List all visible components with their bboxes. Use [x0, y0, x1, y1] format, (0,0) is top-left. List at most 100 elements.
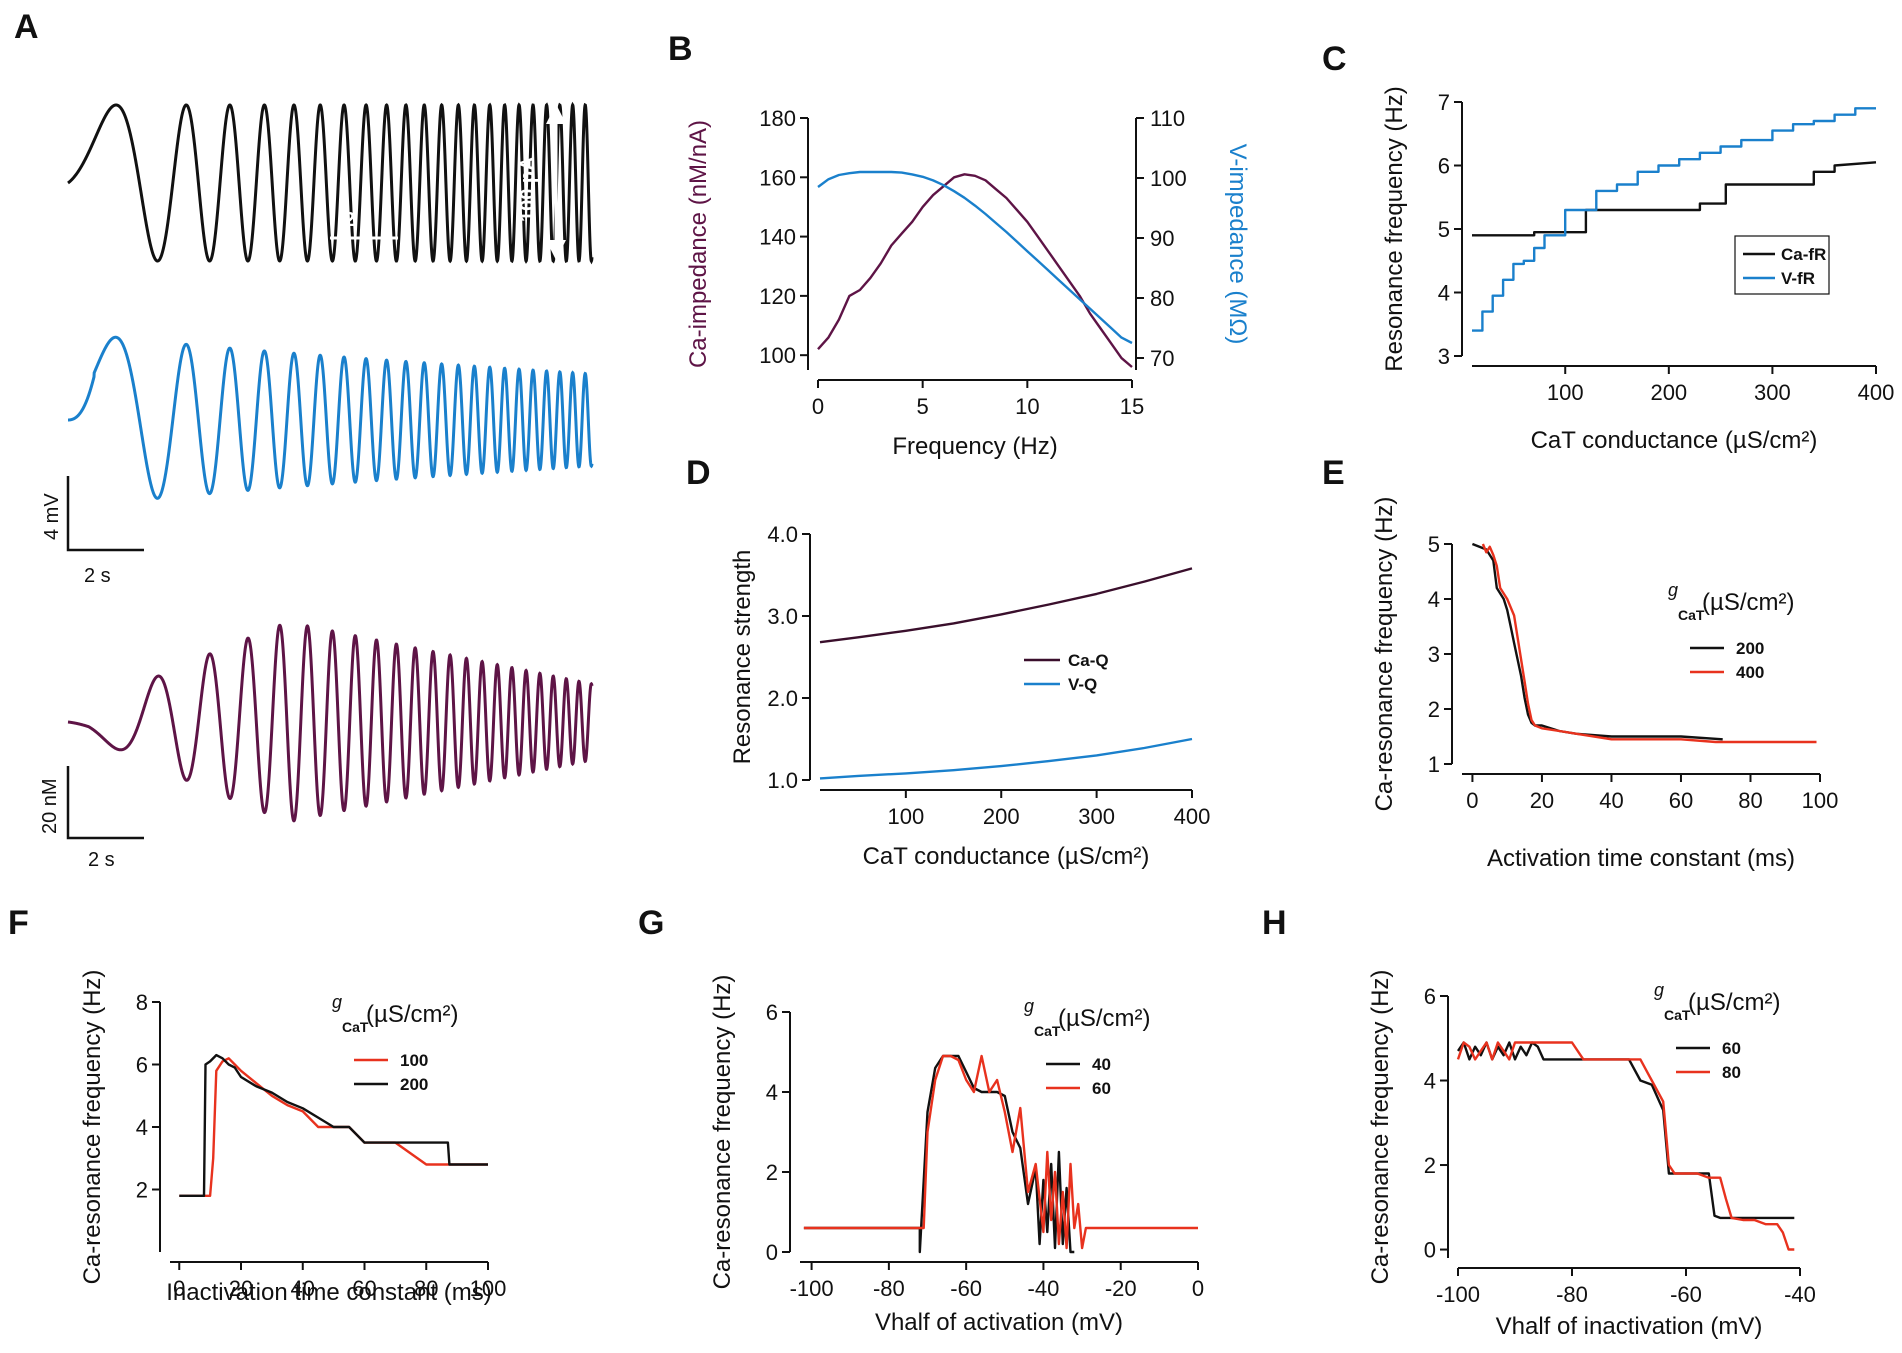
- x-axis-title: Frequency (Hz): [892, 433, 1057, 460]
- legend-title-sub: CaT: [1034, 1023, 1061, 1039]
- x-tick-label: 40: [1599, 788, 1623, 813]
- y-tick-label: 4: [1428, 587, 1440, 612]
- panel-g: G -100 -80 -60 -40 -20 0 0 2 4 6 Vhalf of activatio…: [638, 904, 1204, 1336]
- panel-a: A 2 s 100 pA 4 mV 2 s 20 nM 2 s: [14, 8, 594, 871]
- panel-f-label: F: [8, 904, 29, 942]
- x-tick-label: 300: [1078, 804, 1115, 829]
- legend-title-sub: CaT: [1664, 1007, 1691, 1023]
- y-tick-label: 4: [1438, 281, 1450, 306]
- legend-title-g: g: [1668, 580, 1678, 600]
- panel-c-label: C: [1322, 40, 1347, 78]
- x-tick-label: 100: [1802, 788, 1839, 813]
- y-tick-label: 180: [759, 106, 796, 131]
- voltage-scalebar: [66, 476, 144, 552]
- series-line-v-fr: [1472, 107, 1876, 332]
- x-tick-label: 100: [887, 804, 924, 829]
- x-tick-label: -60: [1670, 1282, 1702, 1307]
- panel-f: F 0 20 40 60 80 100 2 4 6 8 Inactivation time const…: [8, 904, 506, 1306]
- y-tick-label: 1: [1428, 752, 1440, 777]
- y-tick-label: 7: [1438, 90, 1450, 115]
- x-tick-label: 20: [229, 1276, 253, 1301]
- calcium-amp-scale-label: 20 nM: [39, 778, 61, 834]
- series-line-ca-fr: [1472, 161, 1877, 237]
- y2-tick-label: 70: [1150, 346, 1174, 371]
- y-axis-title: Ca-resonance frequency (Hz): [1371, 497, 1398, 812]
- series-line-400: [1481, 543, 1817, 744]
- y-tick-label: 1.0: [767, 768, 798, 793]
- series-line-v-impedance: [817, 170, 1133, 345]
- series-line-80: [1456, 1041, 1795, 1251]
- x-tick-label: -40: [1784, 1282, 1816, 1307]
- calcium-time-scale-label: 2 s: [88, 849, 115, 871]
- x-tick-label: 5: [917, 394, 929, 419]
- y-tick-label: 2: [766, 1160, 778, 1185]
- y-axis-title: Resonance strength: [729, 550, 756, 765]
- current-time-scale-label: 2 s: [344, 209, 372, 231]
- calcium-trace: [67, 623, 594, 823]
- x-tick-label: 0: [1466, 788, 1478, 813]
- panel-c: C 100 200 300 400 3 4 5 6 7 CaT conductance (µS/cm…: [1322, 40, 1894, 454]
- legend-title-g: g: [1024, 996, 1034, 1016]
- x-tick-label: 200: [983, 804, 1020, 829]
- y-tick-label: 100: [759, 343, 796, 368]
- legend-label: 60: [1092, 1079, 1111, 1098]
- legend-box: [1734, 235, 1830, 295]
- legend-label: 100: [400, 1051, 428, 1070]
- current-amp-scale-label: 100 pA: [517, 156, 539, 222]
- legend-title-sub: CaT: [1678, 607, 1705, 623]
- legend-title-unit: (µS/cm²): [1688, 989, 1780, 1016]
- y-tick-label: 6: [136, 1053, 148, 1078]
- chart-panels: B0 5 10 15100120140160180708090100110V-impe…: [8, 30, 1894, 1340]
- legend-title-unit: (µS/cm²): [1058, 1005, 1150, 1032]
- x-tick-label: 60: [1669, 788, 1693, 813]
- x-axis-title: CaT conductance (µS/cm²): [863, 843, 1150, 870]
- legend-label: 200: [1736, 639, 1764, 658]
- x-tick-label: 200: [1650, 380, 1687, 405]
- x-axis-title: Vhalf of inactivation (mV): [1496, 1313, 1763, 1340]
- legend-title-g: g: [1654, 980, 1664, 1000]
- y-tick-label: 2: [1428, 697, 1440, 722]
- y-tick-label: 3.0: [767, 604, 798, 629]
- x-tick-label: 40: [291, 1276, 315, 1301]
- legend-title-unit: (µS/cm²): [366, 1001, 458, 1028]
- y2-tick-label: 80: [1150, 286, 1174, 311]
- voltage-time-scale-label: 2 s: [84, 565, 111, 587]
- panel-e: E 0 20 40 60 80 100 1 2 3 4 5 Activation time consta…: [1322, 454, 1838, 872]
- y-tick-label: 6: [1424, 984, 1436, 1009]
- legend-label: V-Q: [1068, 675, 1097, 694]
- legend-label: Ca-Q: [1068, 651, 1109, 670]
- panel-b: B 0 5 10 15 100 120 140 160 180 70 80 90 100 110 V-impe…: [668, 30, 1251, 460]
- y-tick-label: 0: [766, 1240, 778, 1265]
- x-tick-label: 60: [352, 1276, 376, 1301]
- x-axis-title: Activation time constant (ms): [1487, 845, 1795, 872]
- series-line-200: [1471, 542, 1723, 741]
- legend-label: V-fR: [1781, 269, 1815, 288]
- current-amp-arrow-up: [546, 104, 566, 124]
- panel-g-label: G: [638, 904, 664, 942]
- calcium-scalebar: [66, 766, 144, 840]
- y-axis-title: Ca-resonance frequency (Hz): [1367, 970, 1394, 1285]
- x-tick-label: 0: [1192, 1276, 1204, 1301]
- y-tick-label: 5: [1438, 217, 1450, 242]
- y-tick-label: 5: [1428, 532, 1440, 557]
- series-line-200: [179, 1053, 488, 1197]
- panel-h-label: H: [1262, 904, 1287, 942]
- y-tick-label: 2: [136, 1178, 148, 1203]
- voltage-trace: [68, 335, 594, 500]
- series-line-40: [803, 1054, 1075, 1254]
- y2-axis-title: V-impedance (MΩ): [1224, 144, 1251, 345]
- x-tick-label: 0: [173, 1276, 185, 1301]
- y-axis-title: Resonance frequency (Hz): [1381, 86, 1408, 371]
- y-tick-label: 2: [1424, 1153, 1436, 1178]
- series-line-60: [803, 1054, 1198, 1250]
- x-tick-label: -80: [1556, 1282, 1588, 1307]
- x-tick-label: 400: [1174, 804, 1211, 829]
- y-tick-label: 120: [759, 284, 796, 309]
- current-amp-arrow-down: [546, 240, 566, 260]
- y-tick-label: 6: [766, 1000, 778, 1025]
- legend-label: 80: [1722, 1063, 1741, 1082]
- y2-tick-label: 90: [1150, 226, 1174, 251]
- x-tick-label: 100: [1547, 380, 1584, 405]
- panel-h: H -100 -80 -60 -40 0 2 4 6 Vhalf of inactivation …: [1262, 904, 1816, 1340]
- x-tick-label: 80: [414, 1276, 438, 1301]
